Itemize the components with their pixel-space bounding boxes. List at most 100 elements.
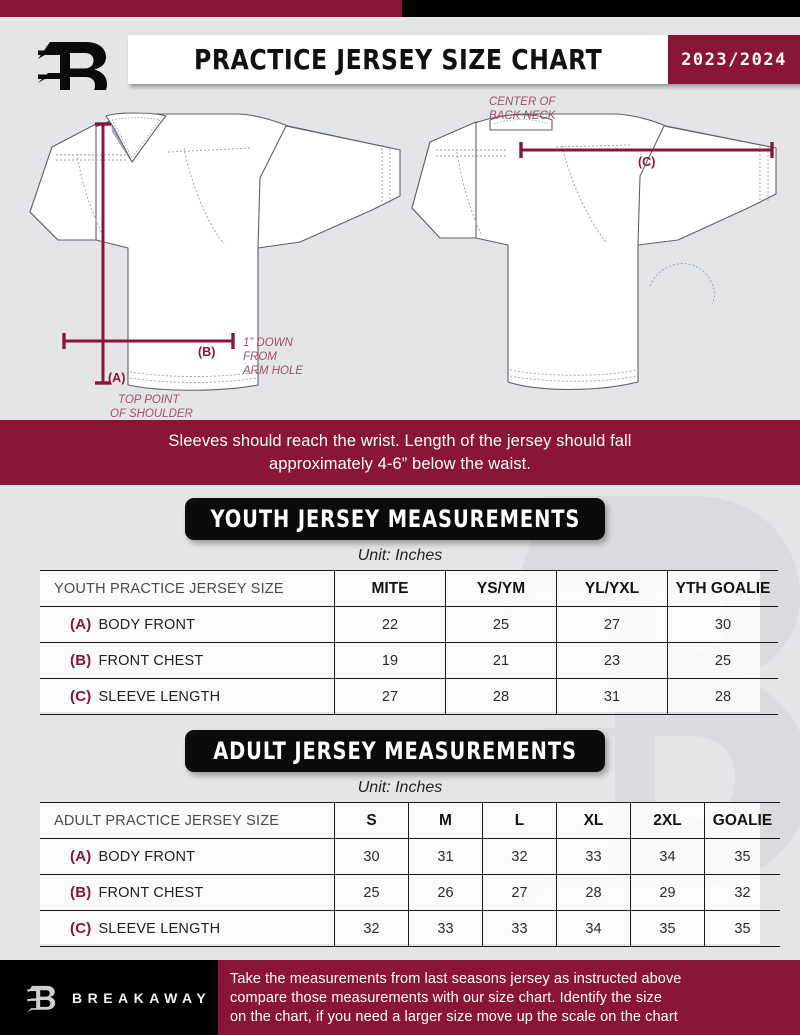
column-header-size: YOUTH PRACTICE JERSEY SIZE <box>40 570 335 607</box>
row-label-body-front: (A) BODY FRONT <box>40 606 335 643</box>
callout-c-line1: CENTER OF <box>489 96 556 108</box>
jersey-illustrations: (B) (A) TOP POINT OF SHOULDER 1” DOWN FR… <box>29 96 777 420</box>
table-row: (A) BODY FRONT 22 25 27 30 <box>40 606 778 643</box>
callout-a-tag: (A) <box>108 371 125 385</box>
adult-section-label: ADULT JERSEY MEASUREMENTS <box>213 737 577 765</box>
callout-a-line1: TOP POINT <box>118 394 180 406</box>
callout-b-line2: FROM <box>243 351 277 363</box>
top-accent-black <box>402 0 800 17</box>
page-title: PRACTICE JERSEY SIZE CHART <box>193 43 603 76</box>
note-line-2: approximately 4-6” below the waist. <box>268 454 532 473</box>
cell-sleeve-length-ysym: 28 <box>445 678 557 715</box>
column-header-2xl: 2XL <box>630 802 705 839</box>
footer-line-2: compare those measurements with our size… <box>230 990 663 1006</box>
cell-body-front-yth-goalie: 30 <box>667 606 778 643</box>
callout-c-tag: (C) <box>638 155 655 169</box>
adult-unit-label: Unit: Inches <box>357 779 443 796</box>
callout-b-tag: (B) <box>198 345 215 359</box>
row-label-sleeve-length: (C) SLEEVE LENGTH <box>40 910 335 947</box>
cell-body-front-xl: 33 <box>556 838 631 875</box>
column-header-ylyxl: YL/YXL <box>556 570 668 607</box>
table-row: (A) BODY FRONT 30 31 32 33 34 35 <box>40 838 780 875</box>
cell-sleeve-length-l: 33 <box>482 910 557 947</box>
jersey-diagram-area: (B) (A) TOP POINT OF SHOULDER 1” DOWN FR… <box>0 90 800 420</box>
youth-unit-label: Unit: Inches <box>357 547 443 564</box>
cell-sleeve-length-yth-goalie: 28 <box>667 678 778 715</box>
youth-section-header: YOUTH JERSEY MEASUREMENTS <box>185 498 605 540</box>
youth-section-label: YOUTH JERSEY MEASUREMENTS <box>210 505 580 533</box>
cell-front-chest-xl: 28 <box>556 874 631 911</box>
note-line-1: Sleeves should reach the wrist. Length o… <box>168 431 632 450</box>
cell-body-front-ysym: 25 <box>445 606 557 643</box>
youth-measurements-table: YOUTH PRACTICE JERSEY SIZE MITE YS/YM YL… <box>40 570 778 715</box>
footer: BREAKAWAY Take the measurements from las… <box>0 960 800 1035</box>
header: PRACTICE JERSEY SIZE CHART 2023/2024 <box>0 17 800 107</box>
cell-front-chest-ylyxl: 23 <box>556 642 668 679</box>
cell-front-chest-l: 27 <box>482 874 557 911</box>
column-header-size: ADULT PRACTICE JERSEY SIZE <box>40 802 335 839</box>
row-tag-c: (C) <box>70 920 92 937</box>
cell-body-front-goalie: 35 <box>704 838 780 875</box>
cell-sleeve-length-ylyxl: 31 <box>556 678 668 715</box>
season-badge: 2023/2024 <box>668 35 800 84</box>
column-header-mite: MITE <box>334 570 446 607</box>
top-accent-bar <box>0 0 800 17</box>
row-label-front-chest: (B) FRONT CHEST <box>40 642 335 679</box>
cell-body-front-s: 30 <box>334 838 409 875</box>
season-label: 2023/2024 <box>681 49 787 70</box>
table-row: (C) SLEEVE LENGTH 32 33 33 34 35 35 <box>40 910 780 947</box>
row-label-body-front: (A) BODY FRONT <box>40 838 335 875</box>
row-tag-b: (B) <box>70 652 92 669</box>
cell-body-front-l: 32 <box>482 838 557 875</box>
adult-measurements-table-wrap: ADULT PRACTICE JERSEY SIZE S M L XL 2XL … <box>40 802 780 947</box>
adult-section-header: ADULT JERSEY MEASUREMENTS <box>185 730 605 772</box>
cell-sleeve-length-m: 33 <box>408 910 483 947</box>
cell-sleeve-length-mite: 27 <box>334 678 446 715</box>
cell-body-front-mite: 22 <box>334 606 446 643</box>
table-row: (B) FRONT CHEST 25 26 27 28 29 32 <box>40 874 780 911</box>
cell-sleeve-length-s: 32 <box>334 910 409 947</box>
row-name-body-front: BODY FRONT <box>98 617 196 633</box>
footer-brand-name: BREAKAWAY <box>72 989 212 1006</box>
column-header-s: S <box>334 802 409 839</box>
column-header-yth-goalie: YTH GOALIE <box>667 570 778 607</box>
table-row: (B) FRONT CHEST 19 21 23 25 <box>40 642 778 679</box>
top-accent-maroon <box>0 0 402 17</box>
cell-front-chest-mite: 19 <box>334 642 446 679</box>
jersey-front-illustration: (B) (A) TOP POINT OF SHOULDER 1” DOWN FR… <box>29 112 401 420</box>
row-name-front-chest: FRONT CHEST <box>98 885 204 901</box>
table-header-row: YOUTH PRACTICE JERSEY SIZE MITE YS/YM YL… <box>40 570 778 607</box>
cell-front-chest-s: 25 <box>334 874 409 911</box>
row-tag-a: (A) <box>70 848 92 865</box>
cell-sleeve-length-xl: 34 <box>556 910 631 947</box>
jersey-back-illustration: (C) CENTER OF BACK NECK <box>411 96 777 391</box>
footer-brand-block: BREAKAWAY <box>0 960 218 1035</box>
youth-measurements-table-wrap: YOUTH PRACTICE JERSEY SIZE MITE YS/YM YL… <box>40 570 778 715</box>
row-tag-c: (C) <box>70 688 92 705</box>
callout-a-line2: OF SHOULDER <box>110 408 193 420</box>
footer-instructions: Take the measurements from last seasons … <box>218 960 800 1035</box>
column-header-l: L <box>482 802 557 839</box>
column-header-goalie: GOALIE <box>704 802 780 839</box>
footer-line-3: on the chart, if you need a larger size … <box>230 1009 678 1025</box>
cell-front-chest-m: 26 <box>408 874 483 911</box>
adult-measurements-table: ADULT PRACTICE JERSEY SIZE S M L XL 2XL … <box>40 802 780 947</box>
column-header-ysym: YS/YM <box>445 570 557 607</box>
footer-line-1: Take the measurements from last seasons … <box>230 971 682 987</box>
row-tag-a: (A) <box>70 616 92 633</box>
cell-front-chest-yth-goalie: 25 <box>667 642 778 679</box>
cell-front-chest-goalie: 32 <box>704 874 780 911</box>
chart-title-plate: PRACTICE JERSEY SIZE CHART <box>128 35 668 84</box>
cell-body-front-2xl: 34 <box>630 838 705 875</box>
row-tag-b: (B) <box>70 884 92 901</box>
callout-c-line2: BACK NECK <box>489 110 557 122</box>
cell-front-chest-ysym: 21 <box>445 642 557 679</box>
measurement-note-banner: Sleeves should reach the wrist. Length o… <box>0 420 800 485</box>
table-row: (C) SLEEVE LENGTH 27 28 31 28 <box>40 678 778 715</box>
callout-b-line3: ARM HOLE <box>242 365 303 377</box>
cell-front-chest-2xl: 29 <box>630 874 705 911</box>
breakaway-b-logo-icon <box>27 985 56 1012</box>
cell-sleeve-length-2xl: 35 <box>630 910 705 947</box>
table-header-row: ADULT PRACTICE JERSEY SIZE S M L XL 2XL … <box>40 802 780 839</box>
